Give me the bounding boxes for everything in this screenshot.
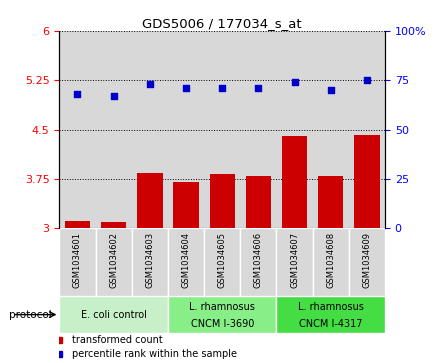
Text: GSM1034609: GSM1034609 [363,232,371,288]
Text: CNCM I-4317: CNCM I-4317 [299,319,363,329]
Text: L. rhamnosus: L. rhamnosus [189,302,255,312]
Text: GSM1034608: GSM1034608 [326,232,335,288]
Text: transformed count: transformed count [73,335,163,345]
Point [219,85,226,91]
Bar [349,31,385,228]
FancyBboxPatch shape [168,228,204,296]
Bar [209,175,235,228]
Text: CNCM I-3690: CNCM I-3690 [191,319,254,329]
Bar [204,31,240,228]
Bar [168,31,204,228]
Bar [65,221,90,228]
Text: percentile rank within the sample: percentile rank within the sample [73,349,238,359]
Point [110,93,117,99]
Text: GSM1034602: GSM1034602 [109,232,118,288]
Text: GSM1034605: GSM1034605 [218,232,227,288]
Point [255,85,262,91]
Point [183,85,190,91]
Bar [318,176,343,228]
Title: GDS5006 / 177034_s_at: GDS5006 / 177034_s_at [143,17,302,30]
FancyBboxPatch shape [313,228,349,296]
FancyBboxPatch shape [168,296,276,333]
FancyBboxPatch shape [204,228,240,296]
FancyBboxPatch shape [132,228,168,296]
Bar [137,173,162,228]
Bar [101,222,126,228]
Bar [276,31,313,228]
Point [147,81,154,87]
Text: GSM1034606: GSM1034606 [254,232,263,288]
Bar [173,182,199,228]
Text: GSM1034607: GSM1034607 [290,232,299,288]
Bar [282,136,307,228]
Text: GSM1034604: GSM1034604 [182,232,191,288]
Point [363,77,370,83]
FancyBboxPatch shape [59,296,168,333]
Bar [59,31,95,228]
Text: GSM1034603: GSM1034603 [145,232,154,288]
Point [327,87,334,93]
FancyBboxPatch shape [349,228,385,296]
FancyBboxPatch shape [95,228,132,296]
Bar [246,176,271,228]
Text: L. rhamnosus: L. rhamnosus [298,302,364,312]
FancyBboxPatch shape [59,228,95,296]
Bar [95,31,132,228]
Bar [240,31,276,228]
Bar [354,135,380,228]
FancyBboxPatch shape [240,228,276,296]
Bar [132,31,168,228]
Bar [313,31,349,228]
Text: E. coli control: E. coli control [81,310,147,319]
FancyBboxPatch shape [276,296,385,333]
FancyBboxPatch shape [276,228,313,296]
Point [74,91,81,97]
Point [291,79,298,85]
Text: GSM1034601: GSM1034601 [73,232,82,288]
Text: protocol: protocol [9,310,55,319]
